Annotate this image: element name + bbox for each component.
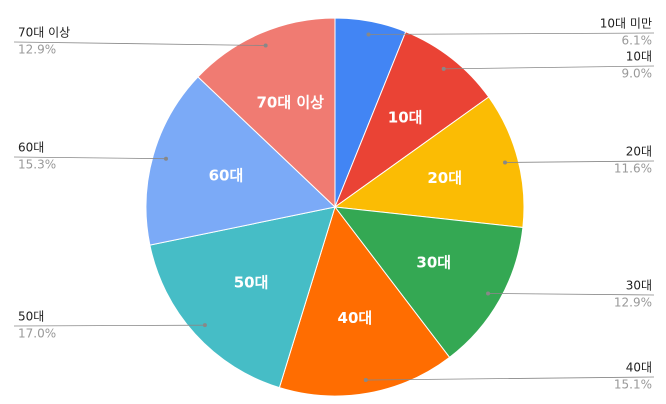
legend-label: 30대: [626, 279, 652, 293]
pie-slice: [333, 96, 525, 229]
slice-label: 30대: [416, 253, 451, 271]
legend-label: 40대: [626, 361, 652, 375]
legend-label: 10대: [626, 50, 652, 64]
slice-label: 20대: [427, 169, 462, 187]
leader-dot: [202, 323, 207, 328]
leader-line: [13, 41, 266, 46]
value-label: 15.1%: [614, 378, 652, 392]
pie-slice: [333, 206, 524, 359]
leader-dot: [163, 156, 168, 161]
leader-line: [13, 324, 205, 327]
leader-dot: [366, 32, 371, 37]
pie-slice: [197, 17, 336, 209]
leader-dot: [263, 43, 268, 48]
leader-dot: [503, 160, 508, 165]
value-label: 12.9%: [18, 43, 56, 57]
slice-label: 40대: [338, 309, 373, 327]
slice-label: 70대 이상: [256, 93, 324, 111]
value-label: 12.9%: [614, 296, 652, 310]
leader-dot: [363, 378, 368, 383]
leader-line: [505, 160, 655, 163]
value-label: 15.3%: [18, 158, 56, 172]
legend-label: 50대: [18, 310, 44, 324]
slice-label: 50대: [234, 274, 269, 292]
legend-label: 60대: [18, 141, 44, 155]
leader-line: [488, 293, 655, 296]
pie-slice: [149, 206, 336, 389]
slice-label: 60대: [209, 166, 244, 184]
pie-slice: [333, 31, 490, 209]
legend-label: 70대 이상: [18, 26, 70, 40]
value-label: 11.6%: [614, 162, 652, 176]
legend-label: 10대 미만: [600, 17, 652, 31]
slice-label: 10대: [388, 108, 423, 126]
legend-label: 20대: [626, 145, 652, 159]
value-label: 9.0%: [622, 67, 653, 81]
value-label: 17.0%: [18, 327, 56, 341]
leader-dot: [486, 291, 491, 296]
pie-slice: [278, 205, 451, 397]
value-label: 6.1%: [622, 34, 653, 48]
leader-dot: [441, 66, 446, 71]
leader-line: [13, 156, 166, 160]
leader-line: [368, 32, 655, 35]
leader-line: [365, 376, 655, 381]
leader-line: [443, 65, 655, 70]
pie-slice: [145, 76, 337, 246]
